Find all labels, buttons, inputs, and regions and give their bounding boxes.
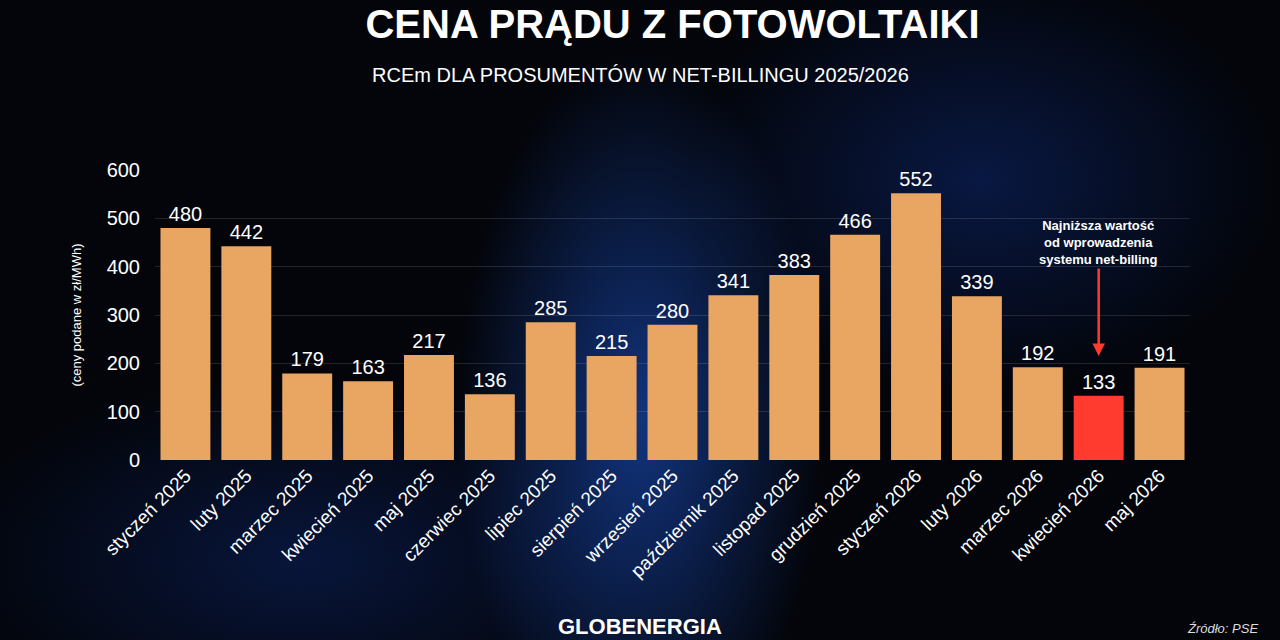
svg-text:GLOBENERGIA: GLOBENERGIA [558, 614, 722, 639]
svg-text:192: 192 [1021, 342, 1054, 364]
svg-text:luty 2025: luty 2025 [186, 465, 255, 534]
svg-text:kwiecień 2025: kwiecień 2025 [278, 465, 378, 565]
svg-text:179: 179 [291, 348, 324, 370]
svg-text:480: 480 [169, 203, 202, 225]
svg-text:marzec 2026: marzec 2026 [955, 465, 1048, 558]
svg-text:0: 0 [129, 449, 140, 471]
svg-text:marzec 2025: marzec 2025 [224, 465, 317, 558]
svg-text:kwiecień 2026: kwiecień 2026 [1008, 465, 1108, 565]
svg-text:215: 215 [595, 331, 628, 353]
svg-text:191: 191 [1143, 343, 1176, 365]
svg-text:RCEm DLA PROSUMENTÓW W NET-BIL: RCEm DLA PROSUMENTÓW W NET-BILLINGU 2025… [372, 64, 909, 86]
svg-text:sierpień 2025: sierpień 2025 [526, 465, 622, 561]
svg-text:552: 552 [899, 168, 932, 190]
svg-text:CENA PRĄDU Z FOTOWOLTAIKI: CENA PRĄDU Z FOTOWOLTAIKI [365, 2, 979, 46]
svg-text:400: 400 [107, 256, 140, 278]
svg-text:133: 133 [1082, 371, 1115, 393]
svg-text:100: 100 [107, 401, 140, 423]
svg-text:Źródło: PSE: Źródło: PSE [1187, 621, 1258, 636]
svg-text:listopad 2025: listopad 2025 [709, 465, 804, 560]
svg-text:136: 136 [473, 369, 506, 391]
svg-text:maj 2025: maj 2025 [368, 465, 438, 535]
svg-text:luty 2026: luty 2026 [917, 465, 986, 534]
svg-text:Najniższa wartośćod wprowadzen: Najniższa wartośćod wprowadzeniasystemu … [1039, 218, 1158, 267]
svg-text:341: 341 [717, 270, 750, 292]
svg-text:grudzień 2025: grudzień 2025 [765, 465, 865, 565]
svg-text:300: 300 [107, 304, 140, 326]
svg-text:(ceny podane w zł/MWh): (ceny podane w zł/MWh) [69, 243, 84, 386]
svg-text:163: 163 [351, 356, 384, 378]
svg-text:czerwiec 2025: czerwiec 2025 [399, 465, 500, 566]
svg-text:217: 217 [412, 330, 445, 352]
svg-text:styczeń 2025: styczeń 2025 [101, 465, 195, 559]
svg-text:383: 383 [778, 250, 811, 272]
svg-text:500: 500 [107, 207, 140, 229]
svg-text:339: 339 [960, 271, 993, 293]
svg-text:285: 285 [534, 297, 567, 319]
svg-text:styczeń 2026: styczeń 2026 [832, 465, 926, 559]
svg-text:październik 2025: październik 2025 [626, 465, 742, 581]
svg-text:200: 200 [107, 352, 140, 374]
svg-text:maj 2026: maj 2026 [1099, 465, 1169, 535]
svg-text:lipiec 2025: lipiec 2025 [481, 465, 560, 544]
svg-text:wrzesień 2025: wrzesień 2025 [580, 465, 682, 567]
svg-text:600: 600 [107, 159, 140, 181]
svg-text:280: 280 [656, 300, 689, 322]
svg-text:442: 442 [230, 221, 263, 243]
svg-text:466: 466 [838, 210, 871, 232]
